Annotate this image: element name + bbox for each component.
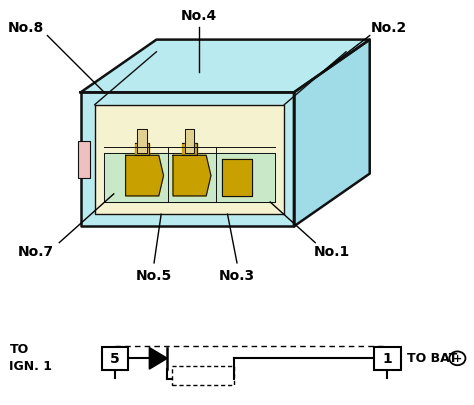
Text: No.8: No.8 [8,21,44,35]
Polygon shape [185,130,194,154]
Bar [172,367,234,385]
Bar [374,347,401,370]
Polygon shape [95,105,284,215]
Polygon shape [221,160,252,196]
Text: No.1: No.1 [314,244,350,258]
Text: IGN. 1: IGN. 1 [9,359,53,372]
Polygon shape [81,40,370,93]
Polygon shape [135,144,149,156]
Bar [78,142,90,178]
Text: No.3: No.3 [219,269,255,282]
Text: No.7: No.7 [18,244,54,258]
Text: No.4: No.4 [181,9,217,23]
Text: No.5: No.5 [136,269,172,282]
Bar [102,347,128,370]
Text: 1: 1 [383,352,392,365]
Text: 5: 5 [110,352,120,365]
Text: TO: TO [9,342,29,355]
Polygon shape [294,40,370,227]
Polygon shape [137,130,147,154]
Polygon shape [104,154,275,202]
Polygon shape [81,93,294,227]
Polygon shape [149,347,167,369]
Text: No.2: No.2 [371,21,407,35]
Polygon shape [173,156,211,196]
Text: TO BAT: TO BAT [407,351,457,364]
Polygon shape [182,144,197,156]
Polygon shape [126,156,164,196]
Text: +: + [453,354,462,363]
